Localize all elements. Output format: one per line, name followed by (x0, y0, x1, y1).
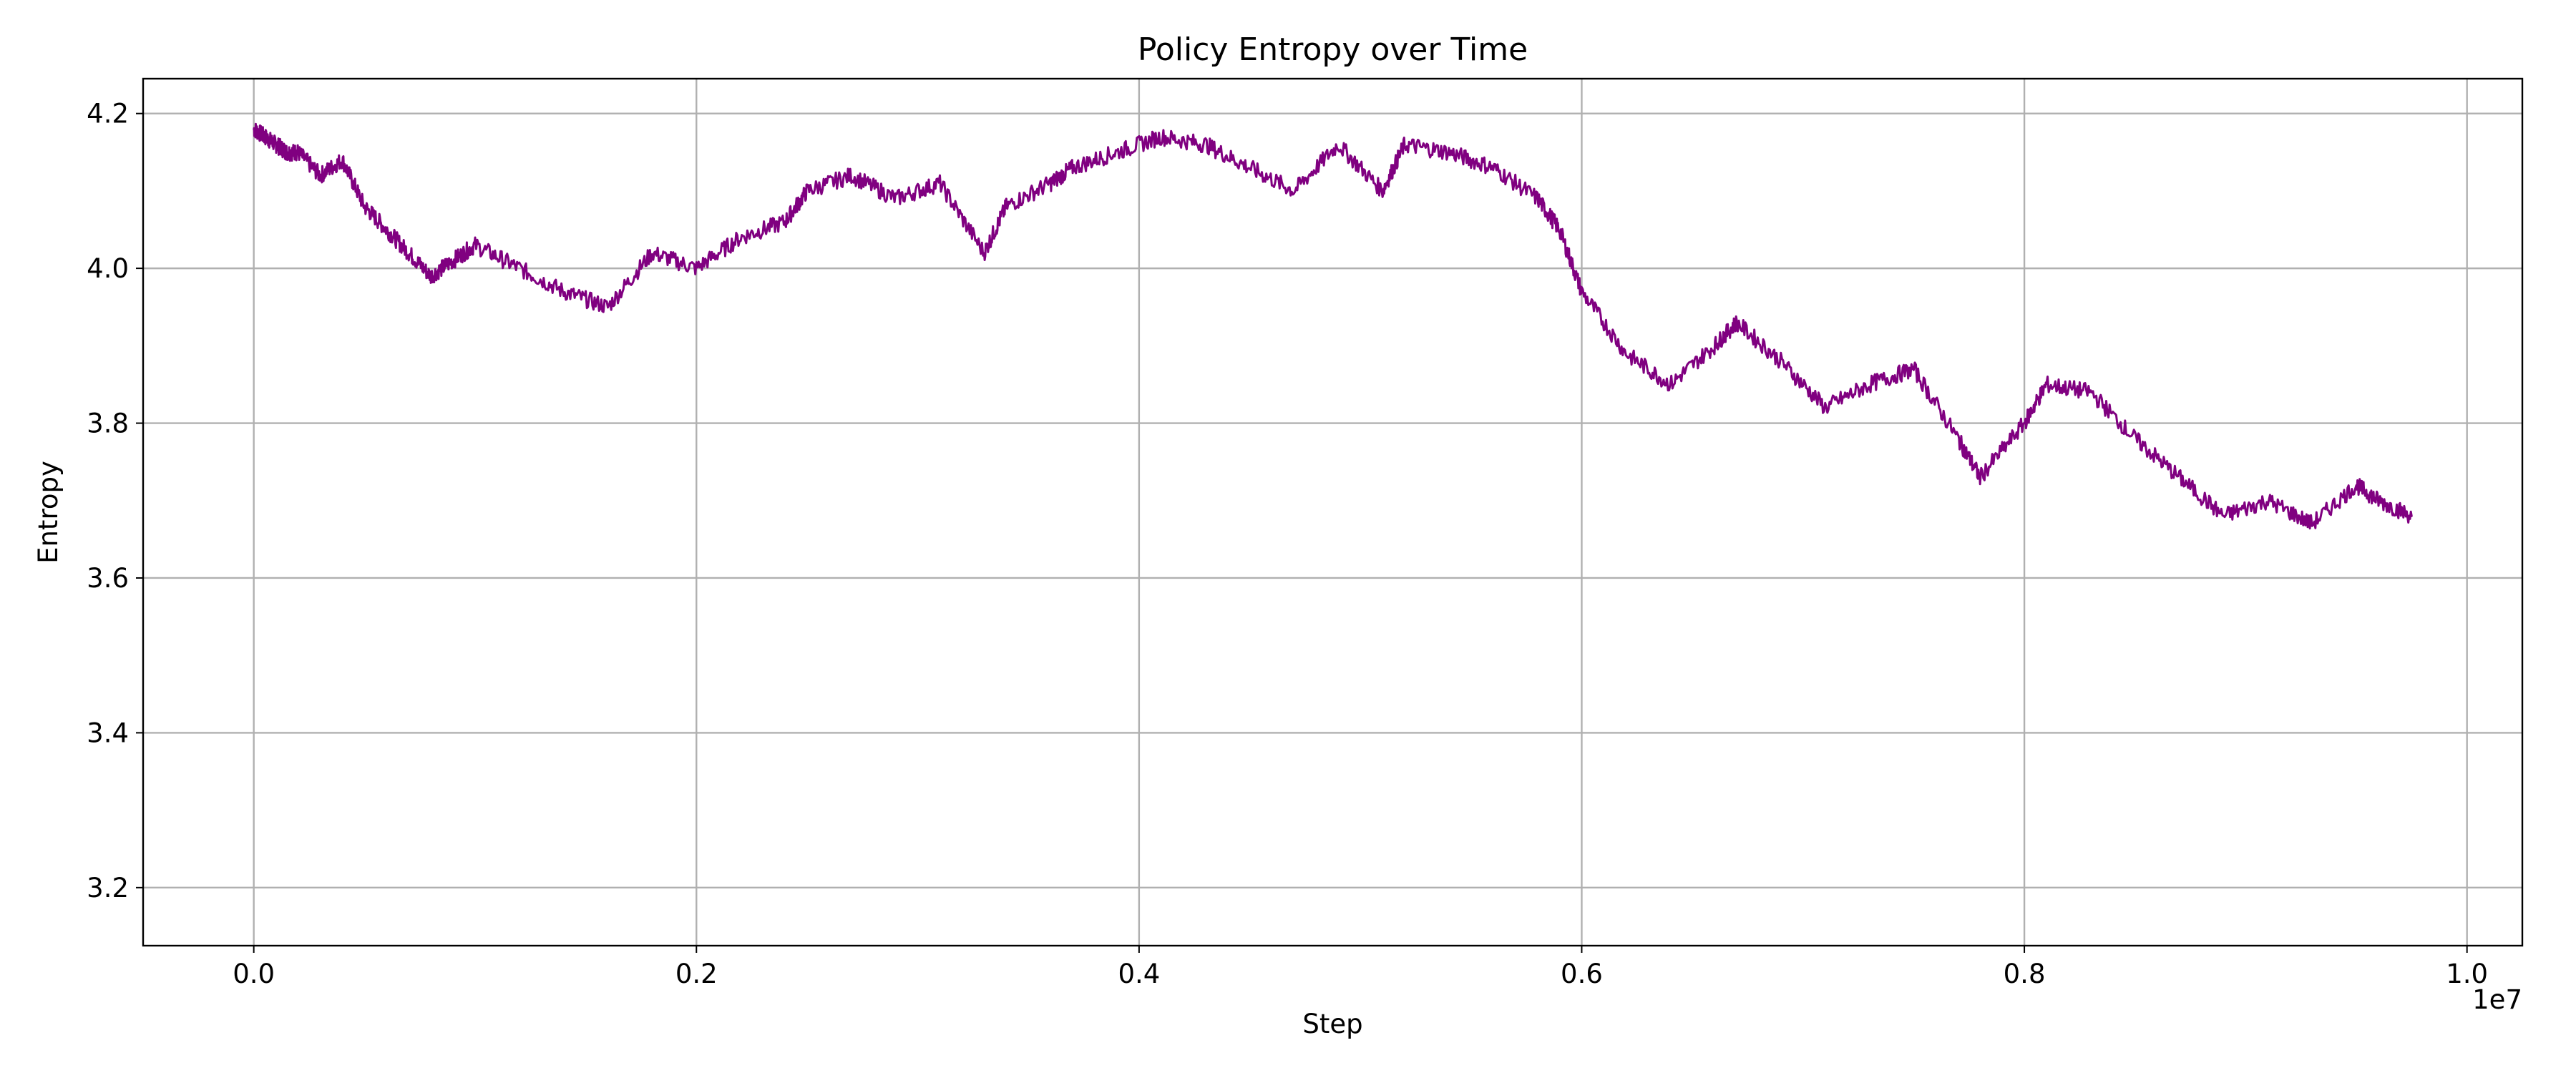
x-axis-label: Step (1302, 1009, 1362, 1039)
series-layer (253, 122, 2413, 530)
y-tick-label: 4.2 (87, 99, 129, 129)
plot-frame (142, 77, 2524, 947)
y-tick-label: 3.6 (87, 563, 129, 594)
y-axis-label: Entropy (33, 461, 64, 564)
x-tick-label: 0.2 (675, 959, 718, 989)
entropy-series-line (253, 122, 2413, 530)
x-tick-label: 0.0 (233, 959, 275, 989)
y-tick-label: 3.4 (87, 717, 129, 748)
x-tick-label: 0.6 (1561, 959, 1603, 989)
x-tick-label: 0.8 (2004, 959, 2046, 989)
chart-title: Policy Entropy over Time (1138, 31, 1528, 68)
axis-ticks: 0.0 0.2 0.4 0.6 0.8 1.0 3.2 3.4 3.6 3.8 4.0 4.2 (87, 99, 2488, 989)
x-tick-label: 1.0 (2446, 959, 2488, 989)
y-tick-label: 4.0 (87, 253, 129, 284)
y-tick-label: 3.2 (87, 873, 129, 903)
x-tick-label: 0.4 (1118, 959, 1160, 989)
y-tick-label: 3.8 (87, 408, 129, 439)
x-axis-offset-label: 1e7 (2472, 984, 2522, 1015)
